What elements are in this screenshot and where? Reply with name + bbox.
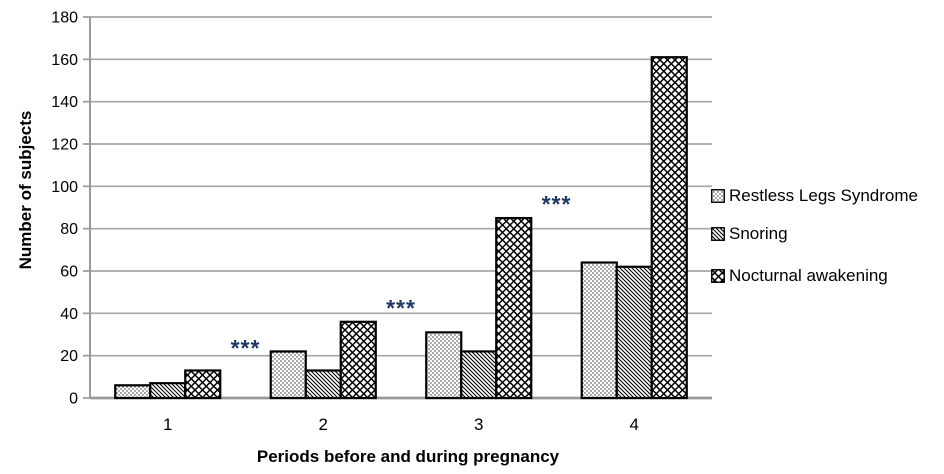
y-tick-label: 100 bbox=[51, 179, 78, 196]
legend-label: Snoring bbox=[729, 224, 788, 243]
x-category-label: 3 bbox=[474, 415, 483, 434]
bar-snoring-period-3 bbox=[460, 350, 498, 400]
significance-annotation: *** bbox=[231, 335, 261, 361]
bar-restless-legs-syndrome-period-4 bbox=[580, 261, 618, 400]
legend-marker-dots-icon bbox=[711, 189, 725, 203]
bar-nocturnal-awakening-period-2 bbox=[339, 320, 377, 400]
legend-item-nocturnal-awakening: Nocturnal awakening bbox=[711, 266, 888, 286]
bar-nocturnal-awakening-period-4 bbox=[650, 56, 688, 400]
x-axis-title: Periods before and during pregnancy bbox=[256, 447, 560, 466]
significance-annotation: *** bbox=[386, 295, 416, 321]
significance-annotation: *** bbox=[542, 191, 572, 217]
bar-nocturnal-awakening-period-3 bbox=[495, 216, 533, 400]
bar-snoring-period-1 bbox=[149, 382, 187, 400]
legend-label: Nocturnal awakening bbox=[729, 266, 888, 285]
x-category-label: 4 bbox=[630, 415, 639, 434]
y-tick-label: 0 bbox=[69, 391, 78, 408]
y-tick-label: 180 bbox=[51, 10, 78, 27]
legend-marker-crosshatch-icon bbox=[711, 269, 725, 283]
bar-nocturnal-awakening-period-1 bbox=[184, 369, 222, 400]
legend-item-restless-legs-syndrome: Restless Legs Syndrome bbox=[711, 186, 918, 206]
legend-item-snoring: Snoring bbox=[711, 224, 788, 244]
y-axis-title: Number of subjects bbox=[16, 110, 35, 270]
x-category-label: 1 bbox=[163, 415, 172, 434]
y-tick-label: 120 bbox=[51, 137, 78, 154]
x-category-label: 2 bbox=[319, 415, 328, 434]
bar-restless-legs-syndrome-period-2 bbox=[269, 350, 307, 400]
bar-snoring-period-2 bbox=[304, 369, 342, 400]
bar-restless-legs-syndrome-period-1 bbox=[114, 384, 152, 400]
y-tick-label: 40 bbox=[60, 306, 78, 323]
y-tick-label: 20 bbox=[60, 348, 78, 365]
legend-label: Restless Legs Syndrome bbox=[729, 186, 918, 205]
bar-restless-legs-syndrome-period-3 bbox=[425, 331, 463, 400]
y-tick-label: 60 bbox=[60, 264, 78, 281]
bar-snoring-period-4 bbox=[615, 265, 653, 400]
y-tick-label: 140 bbox=[51, 94, 78, 111]
y-tick-label: 80 bbox=[60, 221, 78, 238]
legend-marker-diagonal-icon bbox=[711, 227, 725, 241]
y-tick-label: 160 bbox=[51, 52, 78, 69]
